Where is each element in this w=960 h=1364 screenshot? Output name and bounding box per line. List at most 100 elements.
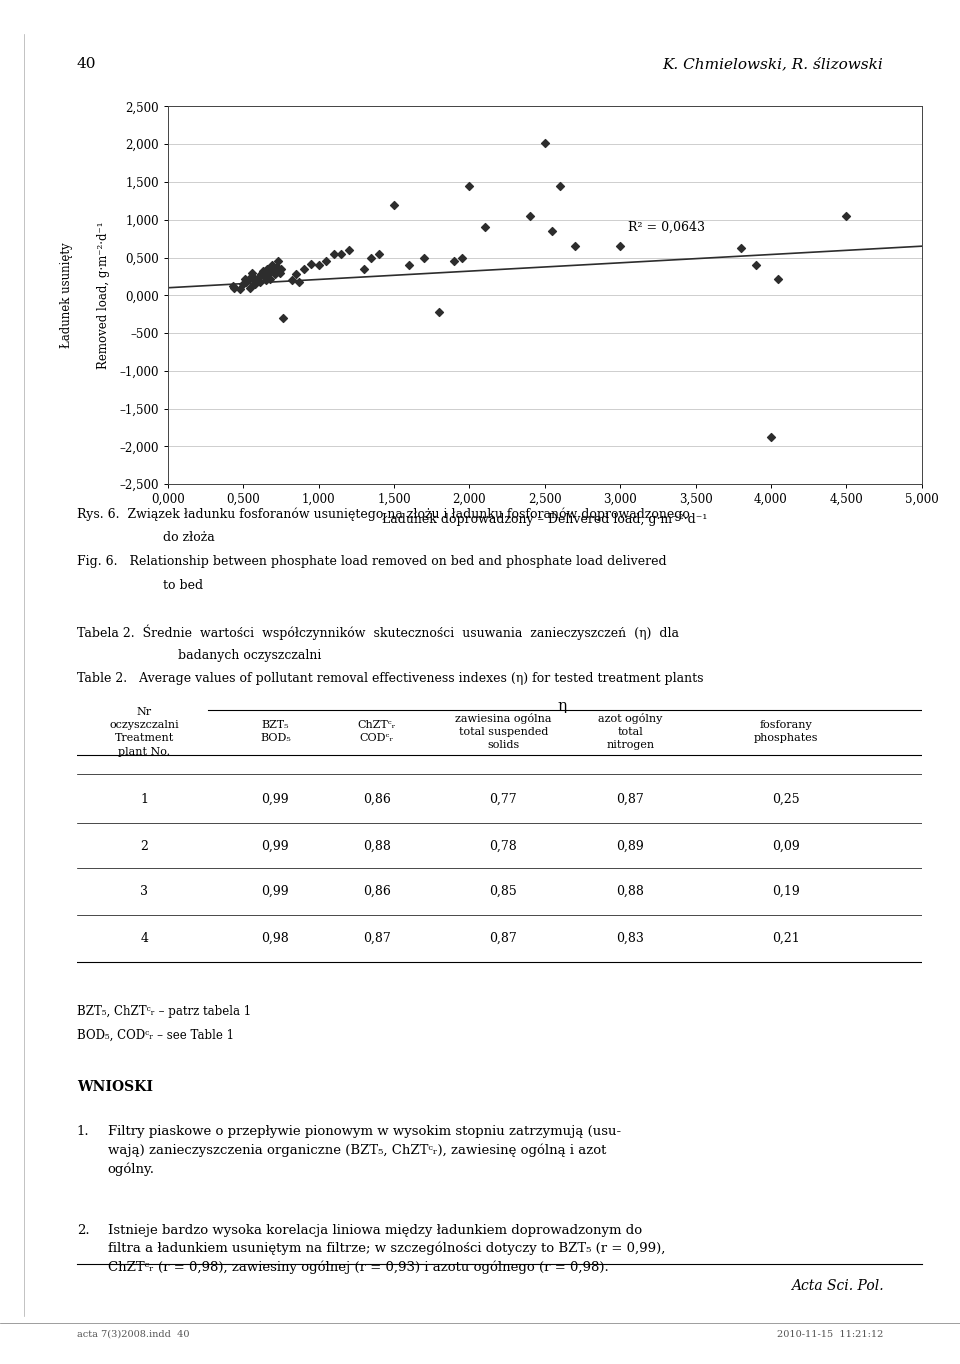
Point <box>356 258 372 280</box>
Text: R² = 0,0643: R² = 0,0643 <box>628 221 705 235</box>
Point <box>454 247 469 269</box>
Point <box>255 261 271 282</box>
Point <box>771 267 786 289</box>
Point <box>239 271 254 293</box>
Text: do złoża: do złoża <box>163 531 215 544</box>
Point <box>227 277 242 299</box>
Point <box>733 237 749 259</box>
Point <box>274 258 289 280</box>
Point <box>252 271 268 293</box>
Point <box>432 301 447 323</box>
Text: fosforany
phosphates: fosforany phosphates <box>755 720 819 743</box>
Text: 0,99: 0,99 <box>261 885 289 898</box>
Point <box>275 307 290 329</box>
Text: 0,77: 0,77 <box>490 792 517 806</box>
Point <box>256 266 272 288</box>
Text: 0,87: 0,87 <box>363 932 391 945</box>
Point <box>417 247 432 269</box>
Text: Table 2.   Average values of pollutant removal effectiveness indexes (η) for tes: Table 2. Average values of pollutant rem… <box>77 672 704 686</box>
Text: 0,99: 0,99 <box>261 840 289 852</box>
Point <box>284 269 300 291</box>
Point <box>264 254 279 276</box>
Text: 1: 1 <box>140 792 149 806</box>
Point <box>266 258 281 280</box>
Text: Tabela 2.  Średnіe  wartości  współczynników  skuteczności  usuwania  zanieczysz: Tabela 2. Średnіe wartości współczynnikó… <box>77 625 679 640</box>
Point <box>477 217 492 239</box>
Point <box>341 239 356 261</box>
Point <box>763 427 779 449</box>
Point <box>244 262 259 284</box>
Text: 40: 40 <box>77 57 96 71</box>
Text: 0,88: 0,88 <box>616 885 644 898</box>
Text: BZT₅
BOD₅: BZT₅ BOD₅ <box>260 720 291 743</box>
Point <box>522 205 538 226</box>
Point <box>386 194 401 216</box>
Text: 2010-11-15  11:21:12: 2010-11-15 11:21:12 <box>777 1330 883 1339</box>
Text: WNIOSKI: WNIOSKI <box>77 1080 153 1094</box>
Text: 1.: 1. <box>77 1125 89 1139</box>
Point <box>288 263 303 285</box>
Point <box>261 262 276 284</box>
Point <box>372 243 387 265</box>
Text: to bed: to bed <box>163 578 204 592</box>
Point <box>303 252 319 274</box>
Point <box>334 243 349 265</box>
Text: Ładunek usunięty: Ładunek usunięty <box>60 243 73 348</box>
Text: Istnieje bardzo wysoka korelacja liniowa między ładunkiem doprowadzonym do
filtr: Istnieje bardzo wysoka korelacja liniowa… <box>108 1224 665 1274</box>
Text: η: η <box>558 698 567 713</box>
Text: acta 7(3)2008.indd  40: acta 7(3)2008.indd 40 <box>77 1330 189 1339</box>
Text: Fig. 6.   Relationship between phosphate load removed on bed and phosphate load : Fig. 6. Relationship between phosphate l… <box>77 555 666 569</box>
Text: 0,88: 0,88 <box>363 840 391 852</box>
Text: 0,89: 0,89 <box>616 840 644 852</box>
Text: Filtry piaskowe o przepływie pionowym w wysokim stopniu zatrzymują (usu-
wają) z: Filtry piaskowe o przepływie pionowym w … <box>108 1125 621 1176</box>
Point <box>612 235 628 256</box>
Text: 0,19: 0,19 <box>773 885 801 898</box>
Text: 0,83: 0,83 <box>616 932 644 945</box>
Point <box>296 258 311 280</box>
Text: 3: 3 <box>140 885 149 898</box>
Point <box>250 267 265 289</box>
Point <box>748 254 763 276</box>
Point <box>839 205 854 226</box>
Point <box>240 269 255 291</box>
Text: azot ogólny
total
nitrogen: azot ogólny total nitrogen <box>598 713 662 750</box>
Text: 0,78: 0,78 <box>490 840 517 852</box>
Text: 0,86: 0,86 <box>363 792 391 806</box>
Point <box>311 254 326 276</box>
Point <box>401 254 417 276</box>
Text: 0,25: 0,25 <box>773 792 801 806</box>
Text: Acta Sci. Pol.: Acta Sci. Pol. <box>791 1279 883 1293</box>
Point <box>236 273 252 295</box>
Text: 0,99: 0,99 <box>261 792 289 806</box>
Text: 0,86: 0,86 <box>363 885 391 898</box>
Text: 4: 4 <box>140 932 149 945</box>
Point <box>552 175 567 196</box>
Point <box>263 267 278 289</box>
Point <box>271 251 286 273</box>
Text: Rys. 6.  Związek ładunku fosforanów usuniętego na złożu i ładunku fosforanów dop: Rys. 6. Związek ładunku fosforanów usuni… <box>77 507 689 521</box>
Point <box>237 267 252 289</box>
Text: Removed load, g·m⁻²·d⁻¹: Removed load, g·m⁻²·d⁻¹ <box>98 221 110 370</box>
Point <box>251 269 266 291</box>
Text: 0,98: 0,98 <box>261 932 289 945</box>
Text: 0,09: 0,09 <box>773 840 801 852</box>
Text: 0,21: 0,21 <box>773 932 801 945</box>
Point <box>462 175 477 196</box>
Text: BOD₅, CODᶜᵣ – see Table 1: BOD₅, CODᶜᵣ – see Table 1 <box>77 1028 234 1042</box>
Point <box>364 247 379 269</box>
Point <box>245 266 260 288</box>
Text: Nr
oczyszczalni
Treatment
plant No.: Nr oczyszczalni Treatment plant No. <box>109 707 180 757</box>
X-axis label: Ładunek doprowadzony – Delivered load, g·m⁻²·d⁻¹: Ładunek doprowadzony – Delivered load, g… <box>382 513 708 527</box>
Point <box>253 263 269 285</box>
Point <box>292 271 307 293</box>
Text: 0,87: 0,87 <box>490 932 517 945</box>
Point <box>319 251 334 273</box>
Text: 0,85: 0,85 <box>490 885 517 898</box>
Point <box>537 132 552 154</box>
Text: 2.: 2. <box>77 1224 89 1237</box>
Point <box>544 220 560 241</box>
Text: badanych oczyszczalni: badanych oczyszczalni <box>178 648 321 662</box>
Point <box>446 251 462 273</box>
Text: ChZTᶜᵣ
CODᶜᵣ: ChZTᶜᵣ CODᶜᵣ <box>357 720 396 743</box>
Point <box>269 255 284 277</box>
